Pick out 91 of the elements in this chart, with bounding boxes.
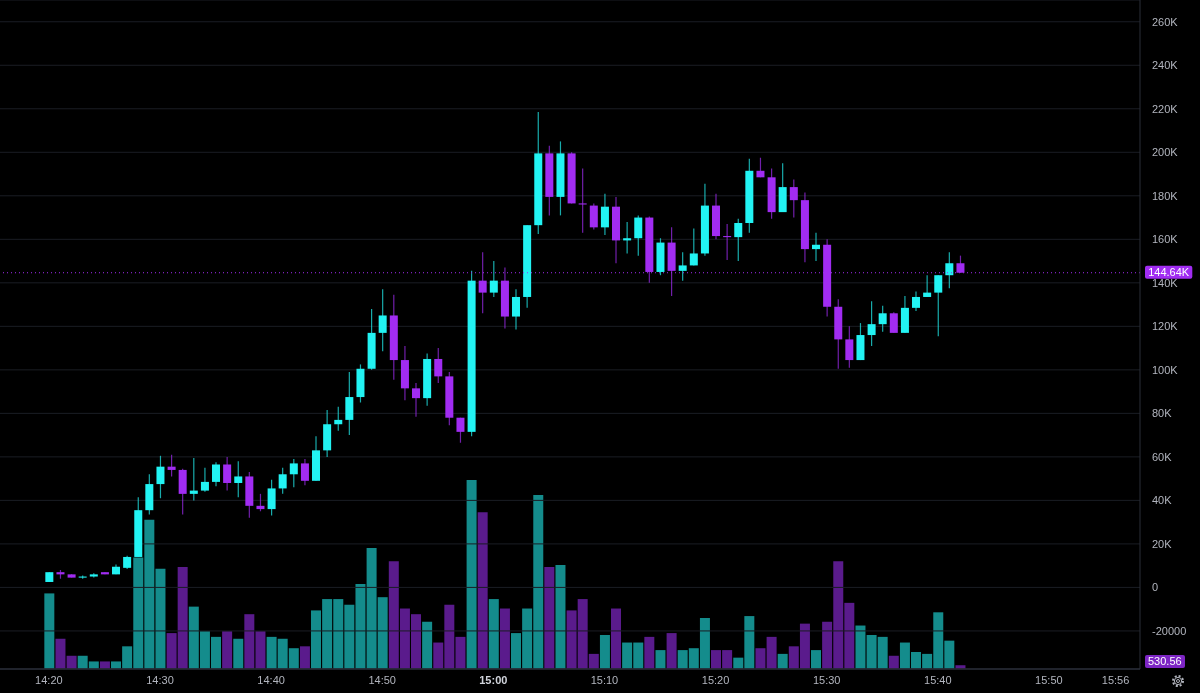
bar	[233, 638, 244, 669]
y-tick-label: -20000	[1152, 624, 1187, 637]
bar	[599, 634, 610, 669]
y-tick-label: 60K	[1152, 450, 1173, 463]
bar	[66, 655, 77, 669]
y-tick-label: 240K	[1152, 59, 1179, 72]
candlestick	[345, 371, 354, 436]
bar	[544, 566, 555, 669]
x-tick-label: 15:20	[701, 673, 730, 686]
y-tick-label: 220K	[1152, 102, 1179, 115]
candlestick	[278, 467, 287, 495]
candlestick	[689, 227, 698, 267]
bar	[44, 593, 55, 669]
x-tick-label: 14:50	[368, 673, 396, 686]
candlestick	[623, 221, 632, 255]
candlestick	[912, 290, 920, 312]
candlestick	[923, 274, 932, 298]
candlestick	[234, 460, 243, 498]
bar	[222, 631, 233, 669]
ref-line-label: 144.64K	[1148, 266, 1190, 279]
candlestick	[578, 168, 587, 234]
candlestick	[678, 251, 687, 282]
candlestick	[512, 288, 520, 331]
candlestick	[867, 300, 876, 347]
bar	[777, 653, 788, 669]
y-tick-label: 80K	[1152, 407, 1173, 420]
bar	[422, 621, 433, 669]
candlestick	[334, 406, 343, 432]
bar	[811, 650, 821, 669]
bar	[855, 625, 866, 669]
candlestick	[456, 417, 465, 444]
candlestick	[600, 193, 609, 236]
y-tick-label: 0	[1152, 581, 1159, 594]
bar	[499, 608, 510, 669]
candlestick	[267, 479, 276, 517]
candlestick	[156, 455, 165, 499]
candlestick	[178, 468, 187, 516]
bar	[888, 655, 899, 669]
y-tick-label: 120K	[1152, 320, 1179, 333]
y-tick-label: 40K	[1152, 494, 1173, 507]
candlestick	[289, 458, 298, 488]
y-tick-label: 180K	[1152, 189, 1179, 202]
candlestick	[223, 456, 232, 492]
x-tick-label: 15:50	[1035, 673, 1063, 686]
bar	[666, 633, 677, 669]
x-tick-label: 15:40	[924, 673, 952, 686]
candlestick	[378, 288, 387, 352]
candlestick	[845, 325, 854, 369]
candlestick	[412, 382, 420, 418]
candlestick	[589, 202, 598, 231]
candlestick	[789, 178, 798, 219]
y-tick-label: 100K	[1152, 363, 1179, 376]
x-tick-label: 15:00	[479, 673, 508, 686]
candlestick	[300, 458, 309, 486]
y-tick-label: 260K	[1152, 15, 1179, 28]
x-tick-label: 14:30	[146, 673, 174, 686]
text: 530.56	[1145, 655, 1185, 668]
candlestick	[212, 461, 220, 487]
bar	[477, 512, 488, 669]
bar	[611, 608, 621, 669]
y-tick-label: 20K	[1152, 537, 1173, 550]
x-tick-label: 15:56	[1101, 673, 1130, 686]
candlestick	[878, 305, 887, 333]
bar	[55, 638, 66, 669]
y-tick-label: 140K	[1152, 276, 1179, 289]
bar	[466, 480, 477, 669]
candlestick	[934, 274, 943, 337]
bar	[766, 636, 777, 669]
candlestick	[189, 457, 198, 501]
bar	[655, 650, 666, 669]
candlestick	[734, 218, 743, 262]
bar	[488, 599, 499, 669]
y-tick-label: 160K	[1152, 233, 1179, 246]
bar	[299, 646, 310, 669]
x-tick-label: 14:40	[257, 673, 285, 686]
bar	[555, 565, 566, 669]
candlestick	[889, 311, 898, 334]
x-tick-label: 15:30	[812, 673, 841, 686]
candlestick	[200, 467, 209, 493]
y-tick-label: 200K	[1152, 146, 1179, 159]
bar	[644, 636, 655, 669]
x-tick-label: 14:20	[35, 673, 63, 686]
bar	[755, 648, 766, 669]
bar	[99, 661, 110, 669]
x-tick-label: 15:10	[590, 673, 619, 686]
candlestick	[167, 454, 176, 478]
candlestick	[812, 232, 820, 262]
candlestick	[634, 214, 643, 257]
candlestick	[945, 251, 954, 289]
candlestick	[489, 260, 498, 298]
candlestick	[434, 347, 443, 384]
